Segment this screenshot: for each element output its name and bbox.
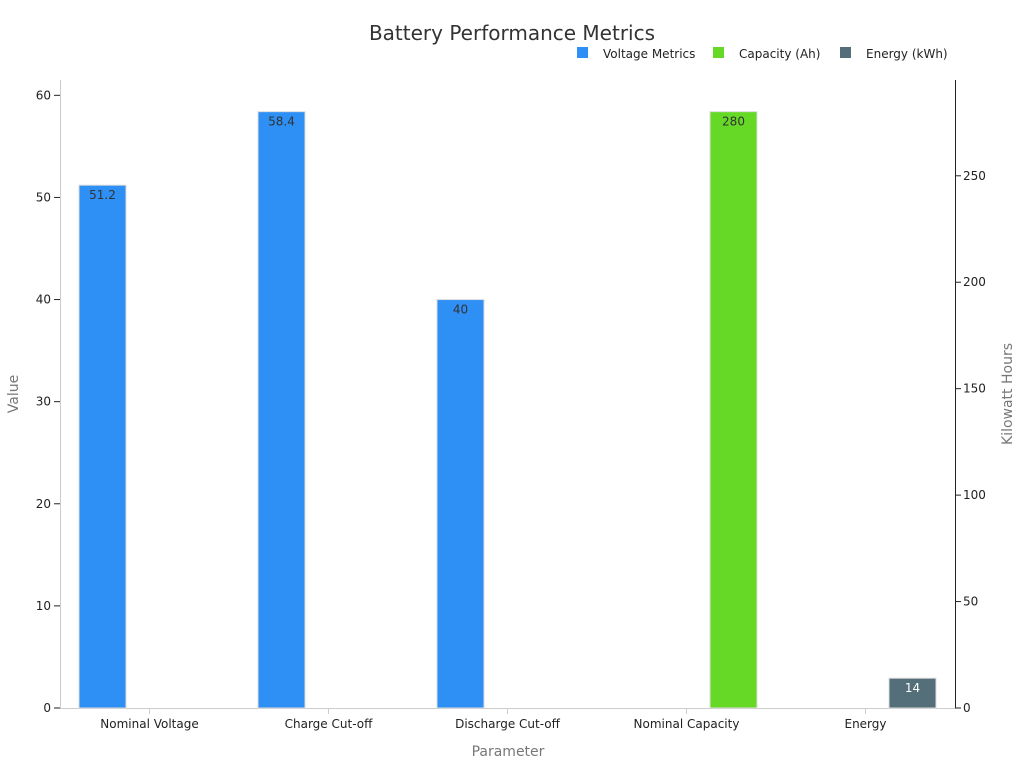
legend-swatch-energy xyxy=(840,47,851,58)
y-left-tick-label: 40 xyxy=(36,293,51,307)
y-axis-left-title: Value xyxy=(6,375,22,413)
bar-value-label: 58.4 xyxy=(268,115,295,129)
y-left-tick-label: 20 xyxy=(36,497,51,511)
legend-label-capacity: Capacity (Ah) xyxy=(739,47,820,61)
bar-0-1 xyxy=(257,111,306,709)
bar-0-0 xyxy=(78,184,127,709)
x-tick-label: Energy xyxy=(844,717,886,731)
y-axis-left-ticks: 0 10 20 30 40 50 60 xyxy=(36,88,60,715)
y-right-tick-label: 250 xyxy=(963,169,986,183)
y-left-tick-label: 10 xyxy=(36,599,51,613)
legend-swatch-capacity xyxy=(713,47,724,58)
x-tick-label: Nominal Capacity xyxy=(634,717,740,731)
y-right-tick-label: 0 xyxy=(963,701,971,715)
bar-0-2 xyxy=(436,299,485,709)
y-axis-right-title: Kilowatt Hours xyxy=(1000,343,1016,445)
x-tick-label: Charge Cut-off xyxy=(285,717,373,731)
x-tick-label: Nominal Voltage xyxy=(100,717,198,731)
y-axis-right-ticks: 0 50 100 150 200 250 xyxy=(955,169,986,715)
x-axis-ticks: Nominal Voltage Charge Cut-off Discharge C… xyxy=(100,708,887,731)
y-left-tick-label: 60 xyxy=(36,88,51,102)
bar-labels: 51.2 58.4 40 280 14 xyxy=(89,115,920,696)
y-left-tick-label: 50 xyxy=(36,190,51,204)
legend: Voltage Metrics Capacity (Ah) Energy (kW… xyxy=(577,47,948,61)
y-left-tick-label: 30 xyxy=(36,395,51,409)
y-right-tick-label: 50 xyxy=(963,595,978,609)
y-right-tick-label: 150 xyxy=(963,382,986,396)
legend-label-energy: Energy (kWh) xyxy=(866,47,948,61)
bar-value-label: 280 xyxy=(722,115,745,129)
bar-value-label: 51.2 xyxy=(89,188,116,202)
y-right-tick-label: 100 xyxy=(963,488,986,502)
bar-value-label: 40 xyxy=(453,303,468,317)
chart-title: Battery Performance Metrics xyxy=(369,21,655,45)
y-right-tick-label: 200 xyxy=(963,275,986,289)
legend-label-voltage: Voltage Metrics xyxy=(603,47,695,61)
x-tick-label: Discharge Cut-off xyxy=(455,717,561,731)
bars xyxy=(78,111,937,709)
x-axis-title: Parameter xyxy=(472,744,545,760)
bar-2-4 xyxy=(888,677,937,709)
bar-value-label: 14 xyxy=(905,681,920,695)
legend-swatch-voltage xyxy=(577,47,588,58)
bar-1-3 xyxy=(709,111,758,709)
y-left-tick-label: 0 xyxy=(43,701,51,715)
